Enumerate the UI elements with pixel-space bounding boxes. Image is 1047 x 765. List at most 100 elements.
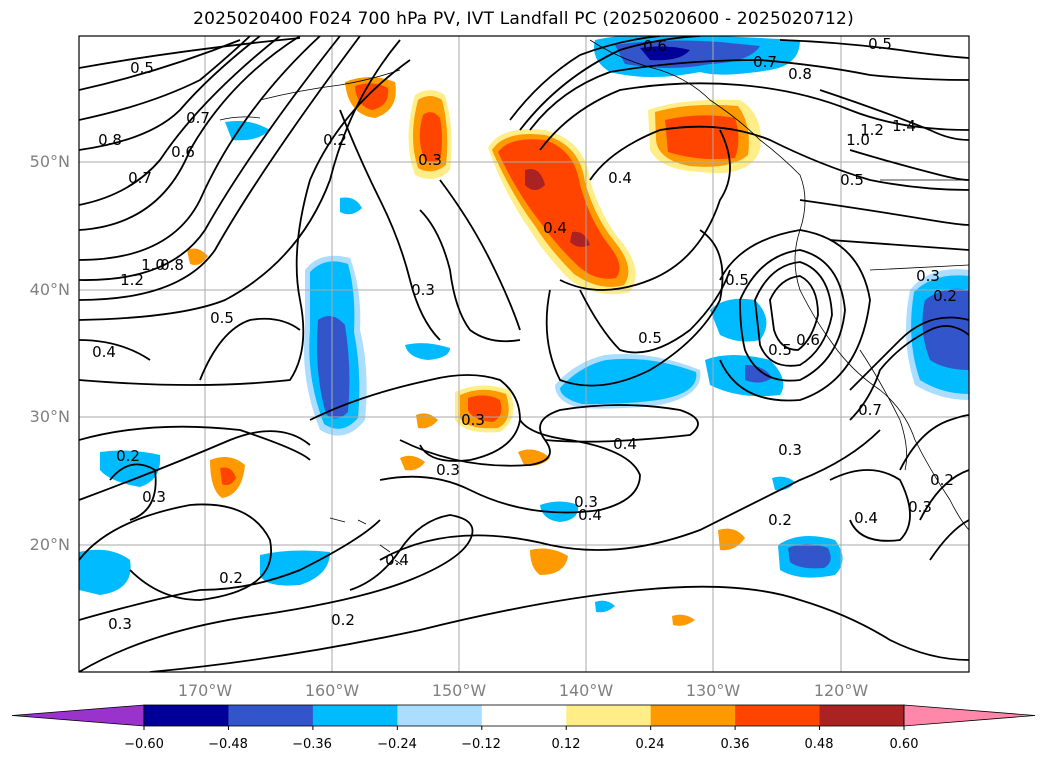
shade-band-pos-deep2 (570, 231, 590, 247)
contour-label: 0.3 (418, 151, 442, 169)
contour-label: 0.2 (219, 569, 243, 587)
shade-w-neg (79, 549, 131, 595)
contour-label: 0.4 (543, 219, 567, 237)
contour-label: 0.2 (323, 131, 347, 149)
contour-label: 0.8 (160, 256, 184, 274)
shade-small-pos1-core (355, 83, 389, 110)
contour-label-layer: 0.50.60.70.80.50.70.60.81.2 1.41.00.50.20… (92, 35, 957, 633)
lat-label-20n: 20°N (29, 535, 70, 554)
contour-label: 0.7 (858, 401, 882, 419)
contour-label: 0.7 (128, 169, 152, 187)
contour-label: 1.0 (846, 131, 870, 149)
cb-tick-5: −0.12 (461, 737, 501, 752)
cb-tick-7: 0.24 (635, 737, 665, 752)
contour-label: 0.3 (916, 267, 940, 285)
lon-label-150w: 150°W (431, 681, 487, 700)
lat-label-30n: 30°N (29, 407, 70, 426)
contour-label: 0.3 (574, 493, 598, 511)
colorbar-segment (650, 705, 736, 726)
contour-label: 0.3 (436, 461, 460, 479)
shade-cal-neg2 (705, 355, 784, 397)
shade-nw-pos-core (419, 112, 442, 163)
colorbar-segment (481, 705, 567, 726)
contour-label: 0.5 (725, 271, 749, 289)
contour-label: 0.4 (578, 506, 602, 524)
shade-misc-pos2-core (220, 467, 236, 486)
shade-misc-pos6 (400, 455, 425, 471)
contour-label: 0.6 (796, 331, 820, 349)
shade-misc-neg5 (340, 197, 362, 215)
lon-label-120w: 120°W (813, 681, 869, 700)
contour-label: 0.8 (788, 65, 812, 83)
shade-col-neg-core (317, 316, 350, 419)
cb-tick-2: −0.48 (208, 737, 248, 752)
contour-label: 0.8 (98, 131, 122, 149)
coastlines (219, 39, 969, 566)
lon-label-130w: 130°W (685, 681, 741, 700)
shade-misc-neg6 (772, 476, 795, 491)
contour-label: 0.5 (210, 309, 234, 327)
shade-misc-pos7 (187, 248, 208, 265)
contour-label: 0.5 (868, 35, 892, 53)
contour-label: 0.6 (171, 143, 195, 161)
lat-label-50n: 50°N (29, 152, 70, 171)
contour-label: 1.0 (141, 256, 165, 274)
lon-label-160w: 160°W (304, 681, 360, 700)
colorbar-frame (143, 704, 905, 727)
cb-tick-9: 0.48 (804, 737, 834, 752)
shade-sub-neg-core (788, 544, 831, 569)
colorbar-segment (144, 705, 229, 726)
shade-cal-neg (710, 298, 767, 342)
contour-label: 0.3 (908, 498, 932, 516)
contour-label: 0.4 (613, 435, 637, 453)
colorbar-segment (397, 705, 483, 726)
shade-cal-neg2-core (745, 365, 772, 383)
colorbar (11, 704, 1036, 730)
lon-label-140w: 140°W (558, 681, 614, 700)
shade-east-neg-core (922, 288, 969, 370)
contour-label: 0.4 (92, 343, 116, 361)
shade-misc-pos3 (530, 548, 568, 575)
contour-label: 0.4 (854, 509, 878, 527)
contour-label: 0.3 (142, 488, 166, 506)
contour-label: 0.2 (768, 511, 792, 529)
colorbar-segment (228, 705, 314, 726)
contour-label: 0.4 (385, 551, 409, 569)
contour-label: 0.2 (331, 611, 355, 629)
contour-label: 0.5 (130, 59, 154, 77)
contour-label: 0.5 (768, 341, 792, 359)
map-title: 2025020400 F024 700 hPa PV, IVT Landfall… (193, 9, 854, 29)
shade-misc-neg1 (100, 450, 161, 487)
contour-label: 1.2 (120, 271, 144, 289)
lat-label-40n: 40°N (29, 280, 70, 299)
cb-tick-1: −0.60 (124, 737, 164, 752)
contour-label: 1.4 (892, 117, 916, 135)
colorbar-over-arrow (903, 704, 1036, 727)
contour-label: 1.2 (860, 121, 884, 139)
contour-label: 0.5 (638, 329, 662, 347)
contour-label: 0.4 (608, 169, 632, 187)
contour-label: 0.3 (461, 411, 485, 429)
shade-misc-neg4 (225, 121, 270, 141)
cb-tick-6: 0.12 (551, 737, 581, 752)
contour-label: 0.5 (840, 171, 864, 189)
contour-label: 0.2 (933, 287, 957, 305)
colorbar-segment (819, 705, 905, 726)
shade-misc-neg7 (595, 600, 615, 613)
contour-label: 0.3 (108, 615, 132, 633)
colorbar-under-arrow (11, 704, 145, 727)
contour-label: 0.3 (778, 441, 802, 459)
contour-label: 0.7 (753, 53, 777, 71)
contour-label: 0.2 (116, 447, 140, 465)
contour-label: 0.3 (411, 281, 435, 299)
colorbar-segment (735, 705, 821, 726)
shade-misc-pos1-core (468, 395, 502, 422)
cb-tick-3: −0.36 (292, 737, 332, 752)
contour-label: 0.6 (643, 37, 667, 55)
colorbar-segment (566, 705, 652, 726)
lon-label-170w: 170°W (177, 681, 233, 700)
shade-w-neg2 (260, 550, 330, 586)
cb-tick-4: −0.24 (377, 737, 417, 752)
